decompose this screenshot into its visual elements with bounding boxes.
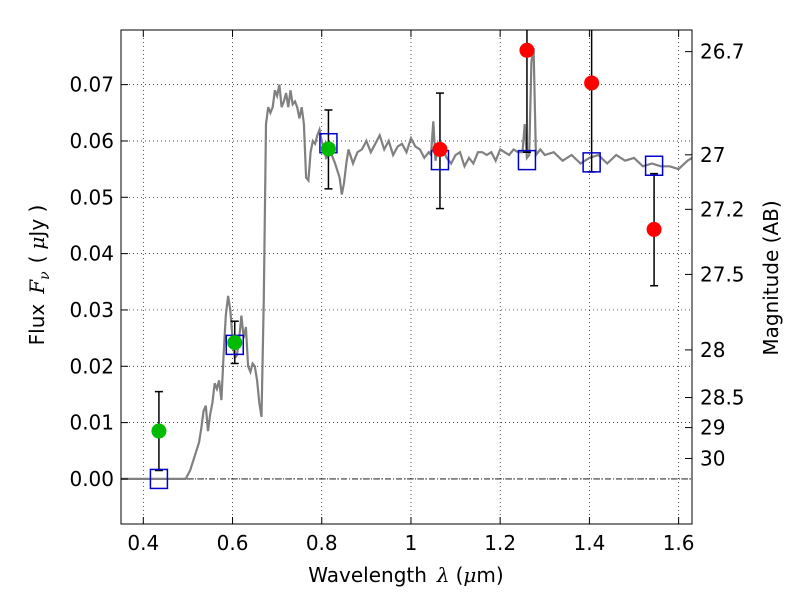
- x-tick-label: 1.2: [484, 531, 516, 555]
- y-axis-label: Flux Fν ( μJy ): [25, 205, 53, 346]
- right-tick-label: 26.7: [700, 40, 745, 64]
- x-axis-label-unit-open: (: [456, 563, 464, 587]
- x-tick-label: 0.8: [306, 531, 338, 555]
- axes: 0.4 0.6 0.8 1 1.2 1.4 1.6 0.00 0.01 0.02 0.03 0.04 0…: [69, 30, 745, 555]
- detection-point: [320, 141, 336, 157]
- model-box: [149, 468, 169, 490]
- x-tick-label: 1: [405, 531, 418, 555]
- y-tick-label: 0.07: [69, 73, 114, 97]
- model-box: [582, 152, 601, 173]
- red-point: [646, 221, 662, 237]
- x-axis-label-text: Wavelength: [308, 563, 427, 587]
- spectrum-line: [121, 47, 693, 480]
- detection-point: [227, 335, 243, 351]
- y-axis-label-subscript: ν: [37, 271, 53, 280]
- x-tick-label: 0.6: [217, 531, 249, 555]
- red-point: [432, 141, 448, 157]
- y-axis-label-unit-mu: μ: [25, 237, 49, 250]
- x-tick-label: 1.6: [663, 531, 695, 555]
- right-tick-label: 30: [700, 446, 725, 470]
- y-tick-label: 0.00: [69, 467, 114, 491]
- model-box: [517, 149, 537, 171]
- y-tick-label: 0.01: [69, 411, 114, 435]
- y-tick-label: 0.05: [69, 185, 114, 209]
- right-tick-label: 28.5: [700, 386, 745, 410]
- plot-frame: [120, 29, 693, 525]
- y-axis-label-text: Flux: [25, 304, 49, 346]
- x-axis-label-unit-mu: μ: [463, 563, 476, 587]
- y-tick-label: 0.04: [69, 242, 114, 266]
- y-axis-label-unit-open: (: [25, 256, 49, 264]
- y-tick-label: 0.06: [69, 129, 114, 153]
- y-tick-label: 0.02: [69, 354, 114, 378]
- red-point: [584, 75, 600, 91]
- x-tick-label: 0.4: [127, 531, 159, 555]
- right-tick-label: 29: [700, 416, 725, 440]
- x-tick-label: 1.4: [573, 531, 605, 555]
- right-tick-label: 27: [700, 143, 725, 167]
- error-bars: [154, 30, 659, 472]
- right-axis-label: Magnitude (AB): [759, 200, 783, 355]
- y-tick-label: 0.03: [69, 298, 114, 322]
- right-tick-label: 27.5: [700, 262, 745, 286]
- grid: [121, 30, 692, 524]
- x-axis-label-symbol: λ: [436, 563, 450, 587]
- y-axis-label-symbol: F: [25, 279, 49, 295]
- right-tick-label: 28: [700, 338, 725, 362]
- red-point: [519, 42, 535, 58]
- detection-point: [151, 423, 167, 439]
- x-axis-label: Wavelength λ (μm): [308, 563, 503, 587]
- y-axis-label-unit-rest: Jy ): [25, 205, 49, 239]
- right-tick-label: 27.2: [700, 197, 745, 221]
- data-points: [151, 42, 662, 439]
- model-box: [644, 155, 664, 177]
- x-axis-label-unit-rest: m): [476, 563, 503, 587]
